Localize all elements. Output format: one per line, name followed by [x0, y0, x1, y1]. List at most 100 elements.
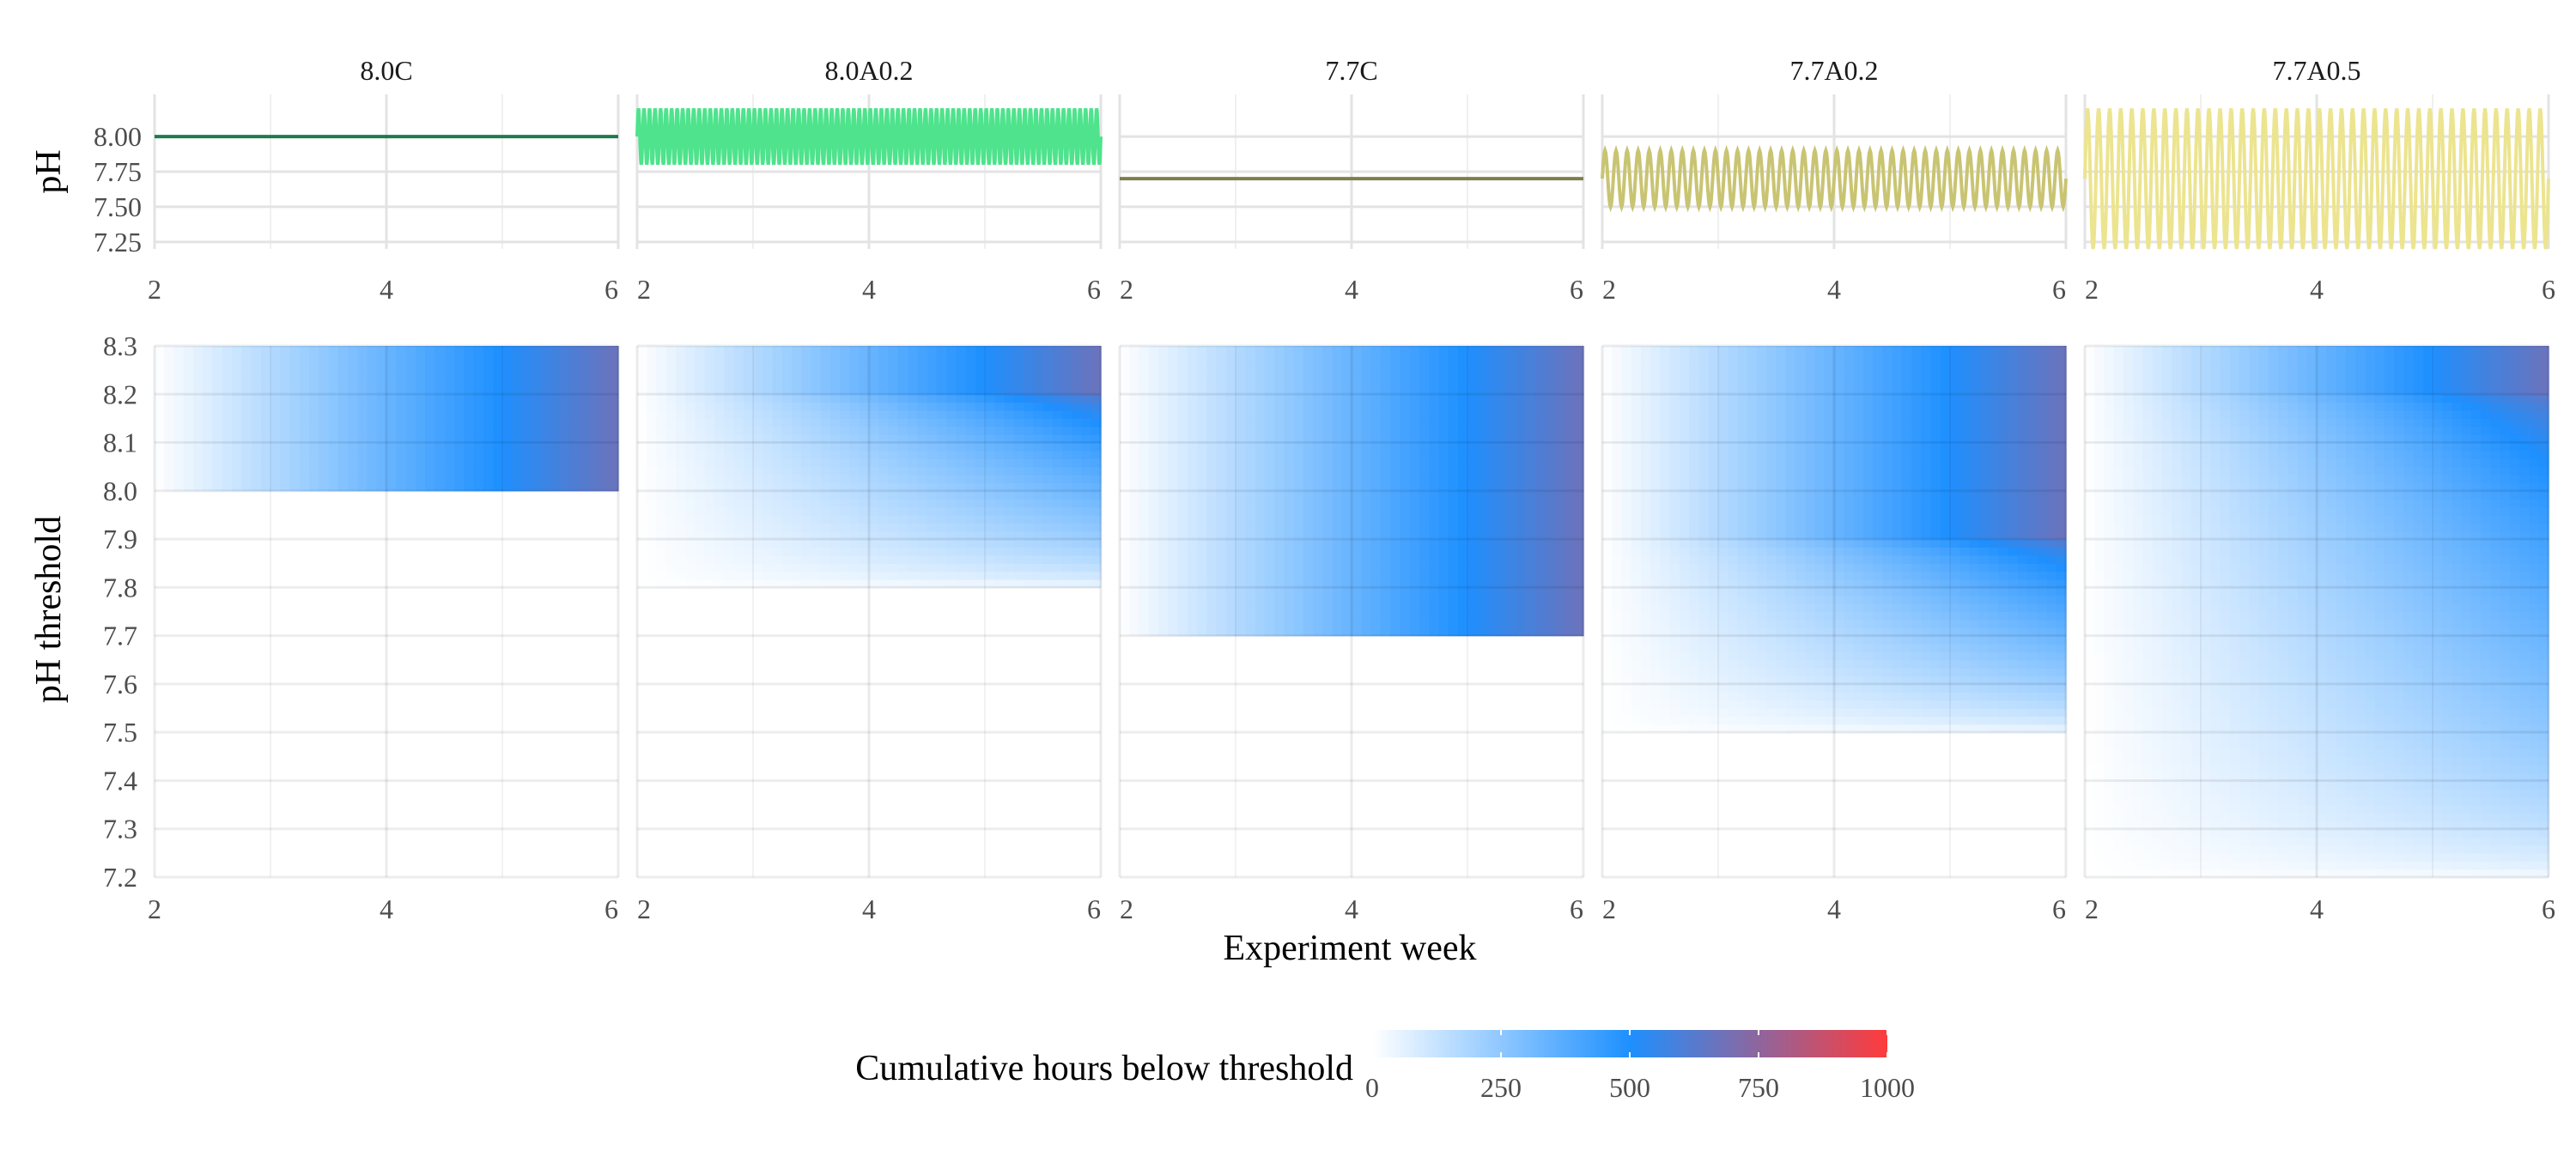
heatmap-cell [1206, 547, 1217, 555]
heatmap-cell [762, 563, 773, 572]
heatmap-cell [1322, 451, 1333, 459]
heatmap-cell [762, 555, 773, 564]
heatmap-cell [1139, 603, 1150, 612]
heatmap-cell [425, 475, 435, 483]
heatmap-cell [561, 443, 571, 451]
heatmap-cell [522, 410, 532, 419]
heatmap-cell [1766, 651, 1777, 660]
heatmap-cell [1419, 515, 1430, 524]
heatmap-cell [696, 362, 706, 371]
heatmap-cell [1959, 700, 1970, 709]
heatmap-cell [1352, 555, 1362, 564]
heatmap-cell [1786, 668, 1796, 676]
heatmap-cell [329, 451, 339, 459]
heatmap-cell [1381, 499, 1391, 507]
heatmap-cell [830, 563, 841, 572]
heatmap-cell [1168, 418, 1178, 427]
heatmap-cell [1062, 523, 1072, 531]
heatmap-cell [1188, 362, 1198, 371]
heatmap-cell [561, 475, 571, 483]
heatmap-cell [1863, 596, 1874, 604]
heatmap-cell [956, 379, 966, 387]
heatmap-cell [898, 362, 908, 371]
heatmap-cell [348, 443, 358, 451]
heatmap-cell [1400, 458, 1410, 467]
heatmap-cell [261, 379, 271, 387]
heatmap-cell [1053, 427, 1063, 435]
heatmap-cell [1844, 651, 1854, 660]
heatmap-cell [1294, 403, 1304, 411]
heatmap-cell [580, 379, 590, 387]
heatmap-cell [1024, 418, 1034, 427]
top-y-tick-label: 7.75 [94, 156, 142, 187]
heatmap-cell [270, 475, 281, 483]
heatmap-cell [184, 362, 194, 371]
heatmap-cell [966, 458, 976, 467]
heatmap-cell [1419, 612, 1430, 621]
heatmap-cell [1226, 563, 1236, 572]
heatmap-cell [589, 458, 599, 467]
heatmap-cell [406, 410, 416, 419]
heatmap-cell [522, 443, 532, 451]
heatmap-cell [685, 458, 696, 467]
heatmap-cell [1738, 620, 1748, 628]
heatmap-cell [396, 467, 406, 475]
heatmap-cell [270, 443, 281, 451]
heatmap-cell [1477, 523, 1487, 531]
heatmap-cell [1506, 612, 1516, 621]
heatmap-cell [386, 354, 397, 362]
heatmap-cell [1188, 418, 1198, 427]
heatmap-cell [975, 467, 986, 475]
heatmap-cell [1024, 507, 1034, 516]
heatmap-cell [1352, 410, 1362, 419]
heatmap-cell [1149, 612, 1159, 621]
heatmap-cell [203, 370, 213, 379]
heatmap-cell [1410, 603, 1420, 612]
heatmap-cell [1149, 362, 1159, 371]
heatmap-cell [1718, 603, 1728, 612]
heatmap-cell [1352, 603, 1362, 612]
heatmap-cell [1545, 427, 1555, 435]
heatmap-cell [1072, 555, 1082, 564]
heatmap-cell [1805, 708, 1815, 717]
heatmap-cell [493, 362, 503, 371]
heatmap-cell [309, 379, 319, 387]
heatmap-cell [1622, 700, 1632, 709]
heatmap-cell [1526, 523, 1536, 531]
heatmap-cell [1322, 515, 1333, 524]
heatmap-cell [599, 475, 610, 483]
heatmap-cell [2047, 716, 2057, 724]
heatmap-cell [1950, 612, 1960, 621]
heatmap-cell [714, 467, 725, 475]
heatmap-cell [850, 410, 860, 419]
heatmap-cell [1274, 443, 1285, 451]
heatmap-cell [300, 362, 310, 371]
heatmap-cell [550, 418, 561, 427]
heatmap-cell [889, 515, 899, 524]
heatmap-cell [792, 410, 802, 419]
heatmap-cell [801, 515, 811, 524]
heatmap-cell [1506, 547, 1516, 555]
heatmap-cell [1449, 379, 1459, 387]
heatmap-cell [1217, 418, 1227, 427]
heatmap-cell [637, 563, 647, 572]
heatmap-cell [773, 362, 783, 371]
heatmap-cell [1226, 418, 1236, 427]
heatmap-cell [1497, 612, 1507, 621]
heatmap-cell [647, 515, 657, 524]
heatmap-cell [753, 403, 763, 411]
heatmap-cell [1795, 636, 1806, 645]
heatmap-cell [1178, 458, 1188, 467]
heatmap-cell [1650, 612, 1661, 621]
heatmap-cell [368, 458, 378, 467]
heatmap-cell [184, 467, 194, 475]
heatmap-cell [821, 458, 831, 467]
heatmap-cell [1294, 572, 1304, 580]
heatmap-cell [830, 418, 841, 427]
heatmap-cell [589, 443, 599, 451]
heatmap-cell [155, 379, 165, 387]
heatmap-cell [830, 403, 841, 411]
heatmap-cell [1795, 716, 1806, 724]
heatmap-cell [1506, 596, 1516, 604]
heatmap-cell [946, 475, 957, 483]
